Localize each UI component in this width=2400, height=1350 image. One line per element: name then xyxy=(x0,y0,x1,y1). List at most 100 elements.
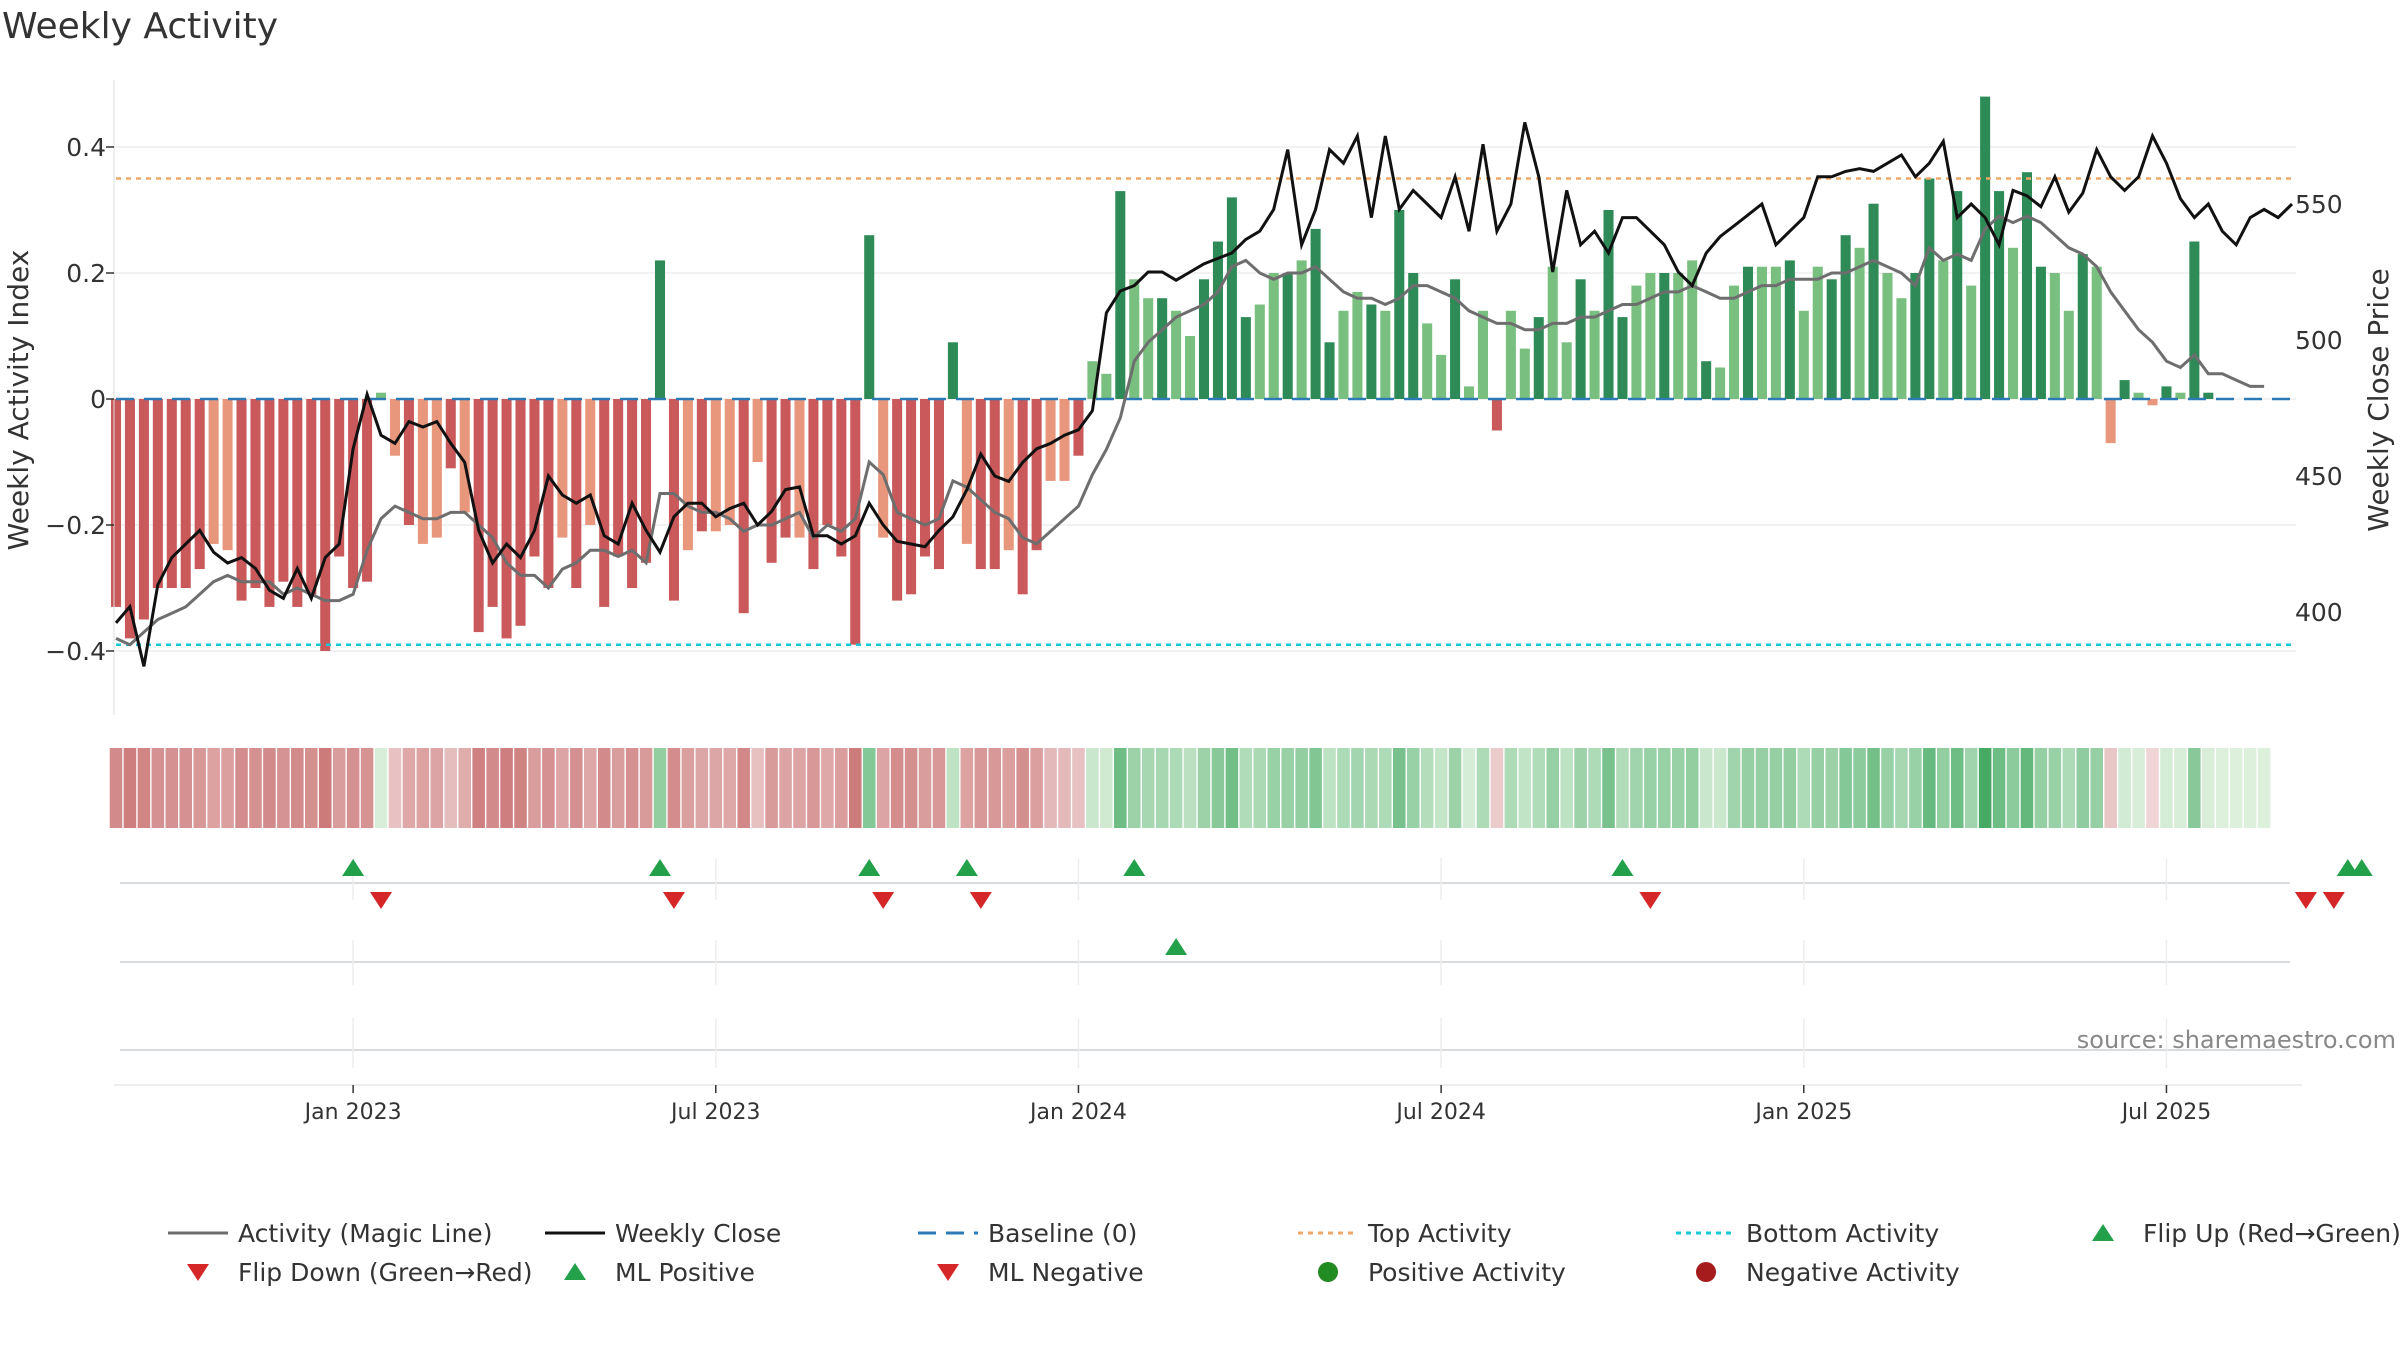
positive-activity-bar xyxy=(376,392,387,399)
negative-activity-bar xyxy=(808,399,819,570)
legend-label: Top Activity xyxy=(1367,1219,1512,1248)
heat-cell xyxy=(1937,748,1950,828)
heat-cell xyxy=(514,748,527,828)
heat-cell xyxy=(2215,748,2229,828)
positive-activity-bar xyxy=(2049,273,2060,399)
heat-cell xyxy=(1323,748,1336,828)
negative-activity-bar xyxy=(264,399,275,607)
negative-activity-bar xyxy=(445,399,456,469)
heat-cell xyxy=(1351,748,1364,828)
heat-cell xyxy=(1114,748,1127,828)
source-note: source: sharemaestro.com xyxy=(2077,1026,2396,1054)
positive-activity-bar xyxy=(2008,247,2019,399)
negative-activity-bar xyxy=(2147,399,2158,406)
heat-cell xyxy=(1964,748,1978,828)
positive-activity-bar xyxy=(1910,273,1921,399)
heat-cell xyxy=(849,748,862,828)
legend-item: Positive Activity xyxy=(1318,1258,1566,1287)
heat-cell xyxy=(374,748,388,828)
positive-activity-bar xyxy=(1729,285,1740,399)
positive-activity-bar xyxy=(1868,203,1879,399)
negative-activity-bar xyxy=(1059,399,1070,481)
positive-activity-bar xyxy=(1436,354,1447,399)
heat-cell xyxy=(360,748,374,828)
positive-activity-bar xyxy=(1784,260,1795,399)
y-tick-label: −0.4 xyxy=(45,637,106,666)
legend-swatch xyxy=(937,1264,959,1281)
heat-cell xyxy=(1602,748,1615,828)
negative-activity-bar xyxy=(278,399,289,582)
heat-cell xyxy=(1044,748,1057,828)
negative-activity-bar xyxy=(110,399,122,607)
heat-cell xyxy=(486,748,499,828)
heat-cell xyxy=(1950,748,1964,828)
legend-label: Flip Up (Red→Green) xyxy=(2143,1219,2400,1248)
negative-activity-bar xyxy=(194,399,205,570)
positive-activity-bar xyxy=(1547,266,1558,399)
heat-cell xyxy=(835,748,848,828)
heat-cell xyxy=(821,748,834,828)
heat-cell xyxy=(974,748,988,828)
heat-cell xyxy=(2034,748,2048,828)
heat-cell xyxy=(2020,748,2034,828)
heat-cell xyxy=(1909,748,1922,828)
negative-activity-bar xyxy=(515,399,526,626)
heat-cell xyxy=(1086,748,1099,828)
positive-activity-bar xyxy=(654,260,666,399)
negative-activity-bar xyxy=(906,399,917,595)
positive-activity-bar xyxy=(1087,361,1098,399)
legend-label: Flip Down (Green→Red) xyxy=(238,1258,533,1287)
heat-cell xyxy=(109,748,123,828)
positive-activity-bar xyxy=(1687,260,1698,399)
magic-line xyxy=(115,214,2265,647)
heat-cell xyxy=(1741,748,1755,828)
heat-cell xyxy=(1016,748,1029,828)
heat-cell xyxy=(193,748,206,828)
legend-item: Flip Down (Green→Red) xyxy=(187,1258,533,1287)
positive-activity-bar xyxy=(1659,273,1670,399)
positive-activity-bar xyxy=(947,342,958,399)
heat-cell xyxy=(402,748,416,828)
heat-cell xyxy=(1281,748,1294,828)
y-axis-label: Weekly Activity Index xyxy=(2,250,35,551)
legend-swatch xyxy=(1696,1262,1716,1282)
negative-activity-bar xyxy=(2105,399,2116,444)
negative-activity-bar xyxy=(431,399,442,538)
positive-activity-bar xyxy=(1408,273,1419,399)
heat-cell xyxy=(1685,748,1699,828)
negative-activity-bar xyxy=(613,399,624,557)
flip-up-marker xyxy=(649,859,671,876)
heat-cell xyxy=(444,748,458,828)
y2-tick-label: 500 xyxy=(2295,326,2343,355)
heat-cell xyxy=(1434,748,1448,828)
legend-item: Baseline (0) xyxy=(918,1219,1137,1248)
legend-item: Bottom Activity xyxy=(1676,1219,1939,1248)
heat-cell xyxy=(570,748,583,828)
flip-up-marker xyxy=(858,859,881,876)
negative-activity-bar xyxy=(124,399,135,639)
negative-activity-bar xyxy=(306,399,317,595)
negative-activity-bar xyxy=(836,399,847,557)
negative-activity-bar xyxy=(892,399,903,601)
positive-activity-bar xyxy=(1770,266,1781,399)
heat-cell xyxy=(904,748,918,828)
positive-activity-bar xyxy=(2161,386,2172,399)
heat-cell xyxy=(500,748,513,828)
heat-cell xyxy=(695,748,709,828)
negative-activity-bar xyxy=(292,399,303,607)
positive-activity-bar xyxy=(1338,310,1349,399)
heat-cell xyxy=(1895,748,1908,828)
positive-activity-bar xyxy=(1645,273,1656,399)
heat-cell xyxy=(1072,748,1085,828)
negative-activity-bar xyxy=(180,399,191,588)
positive-activity-bar xyxy=(2175,392,2186,399)
positive-activity-bar xyxy=(1533,317,1544,399)
heat-cell xyxy=(2076,748,2090,828)
y2-axis-label: Weekly Close Price xyxy=(2362,268,2395,531)
legend-item: ML Positive xyxy=(564,1258,755,1287)
negative-activity-bar xyxy=(487,399,498,607)
negative-activity-bar xyxy=(166,399,177,588)
positive-activity-bar xyxy=(1240,317,1251,399)
legend-item: Negative Activity xyxy=(1696,1258,1960,1287)
heat-cell xyxy=(807,748,820,828)
